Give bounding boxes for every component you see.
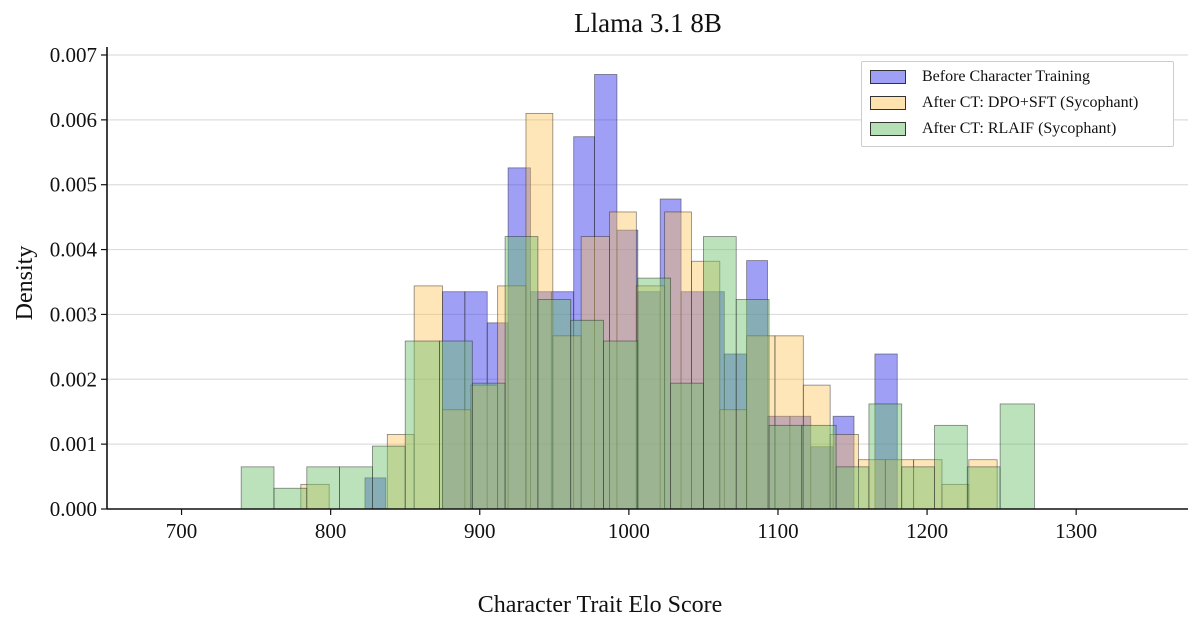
histogram-bar bbox=[719, 409, 748, 510]
x-tick-label: 700 bbox=[166, 519, 198, 543]
legend-item-rlaif: After CT: RLAIF (Sycophant) bbox=[870, 119, 1116, 139]
histogram-bar bbox=[525, 112, 554, 510]
histogram-bar bbox=[580, 236, 610, 510]
chart-title: Llama 3.1 8B bbox=[574, 8, 722, 38]
histogram-bar bbox=[442, 409, 472, 510]
legend-swatch-before bbox=[870, 70, 906, 84]
histogram-bar bbox=[570, 319, 604, 510]
histogram-bar bbox=[537, 299, 572, 510]
histogram-bar bbox=[497, 285, 527, 510]
histogram-bar bbox=[664, 211, 692, 510]
histogram-bars bbox=[240, 74, 1035, 510]
x-tick-label: 1300 bbox=[1055, 519, 1097, 543]
histogram-bar bbox=[691, 260, 721, 510]
histogram-bar bbox=[966, 466, 1001, 510]
histogram-bar bbox=[968, 459, 998, 510]
y-tick-label: 0.003 bbox=[50, 302, 97, 326]
x-tick-label: 1000 bbox=[608, 519, 650, 543]
series-0 bbox=[364, 74, 898, 510]
y-tick-label: 0.004 bbox=[50, 238, 98, 262]
series-2 bbox=[240, 236, 1035, 510]
y-tick-label: 0.001 bbox=[50, 432, 97, 456]
histogram-bar bbox=[999, 403, 1035, 510]
histogram-bar bbox=[768, 424, 803, 510]
histogram-bar bbox=[504, 236, 539, 510]
y-tick-label: 0.007 bbox=[50, 43, 97, 67]
x-axis-label: Character Trait Elo Score bbox=[478, 592, 723, 618]
histogram-bar bbox=[637, 277, 672, 510]
histogram-bar bbox=[801, 424, 837, 510]
x-tick-label: 800 bbox=[315, 519, 347, 543]
legend-item-dpo-sft: After CT: DPO+SFT (Sycophant) bbox=[870, 93, 1138, 113]
histogram-bar bbox=[603, 340, 639, 510]
legend-swatch-dpo-sft bbox=[870, 96, 906, 110]
x-tick-label: 1100 bbox=[757, 519, 798, 543]
series-1 bbox=[300, 112, 998, 510]
legend-label-dpo-sft: After CT: DPO+SFT (Sycophant) bbox=[922, 94, 1139, 111]
histogram-bar bbox=[470, 384, 499, 510]
histogram-bar bbox=[901, 466, 935, 510]
y-tick-label: 0.002 bbox=[50, 367, 97, 391]
legend-label-before: Before Character Training bbox=[922, 68, 1090, 85]
y-tick-label: 0.000 bbox=[50, 497, 97, 521]
axes bbox=[106, 47, 1188, 510]
histogram-bar bbox=[372, 445, 406, 510]
histogram-bar bbox=[404, 340, 440, 510]
histogram-bar bbox=[306, 466, 341, 510]
histogram-bar bbox=[746, 335, 776, 510]
x-ticks: 700 800 900 1000 1100 1200 1300 bbox=[166, 509, 1097, 543]
histogram-bar bbox=[670, 382, 704, 510]
histogram-bar bbox=[339, 466, 373, 510]
histogram-bar bbox=[439, 340, 473, 510]
y-tick-label: 0.005 bbox=[50, 173, 97, 197]
legend: Before Character Training After CT: DPO+… bbox=[861, 61, 1174, 147]
histogram-bar bbox=[703, 236, 737, 510]
histogram-bar bbox=[884, 459, 915, 510]
histogram-bar bbox=[868, 403, 903, 510]
histogram-bar bbox=[934, 424, 968, 510]
histogram-bar bbox=[413, 285, 443, 510]
x-tick-label: 900 bbox=[464, 519, 496, 543]
histogram-bar bbox=[471, 382, 506, 510]
legend-swatch-rlaif bbox=[870, 122, 906, 136]
histogram-bar bbox=[386, 434, 415, 510]
histogram-bar bbox=[635, 285, 666, 510]
histogram-bar bbox=[858, 459, 886, 510]
histogram-bar bbox=[273, 487, 308, 510]
legend-label-rlaif: After CT: RLAIF (Sycophant) bbox=[922, 120, 1117, 137]
histogram-bar bbox=[609, 211, 637, 510]
x-tick-label: 1200 bbox=[906, 519, 948, 543]
histogram-bar bbox=[240, 466, 275, 510]
y-axis-label: Density bbox=[12, 246, 38, 321]
legend-item-before: Before Character Training bbox=[870, 67, 1090, 87]
histogram-bar bbox=[835, 466, 870, 510]
y-tick-label: 0.006 bbox=[50, 108, 97, 132]
histogram-bar bbox=[735, 299, 770, 510]
y-ticks: 0.000 0.001 0.002 0.003 0.004 0.005 0.006 0.007 bbox=[50, 43, 107, 521]
